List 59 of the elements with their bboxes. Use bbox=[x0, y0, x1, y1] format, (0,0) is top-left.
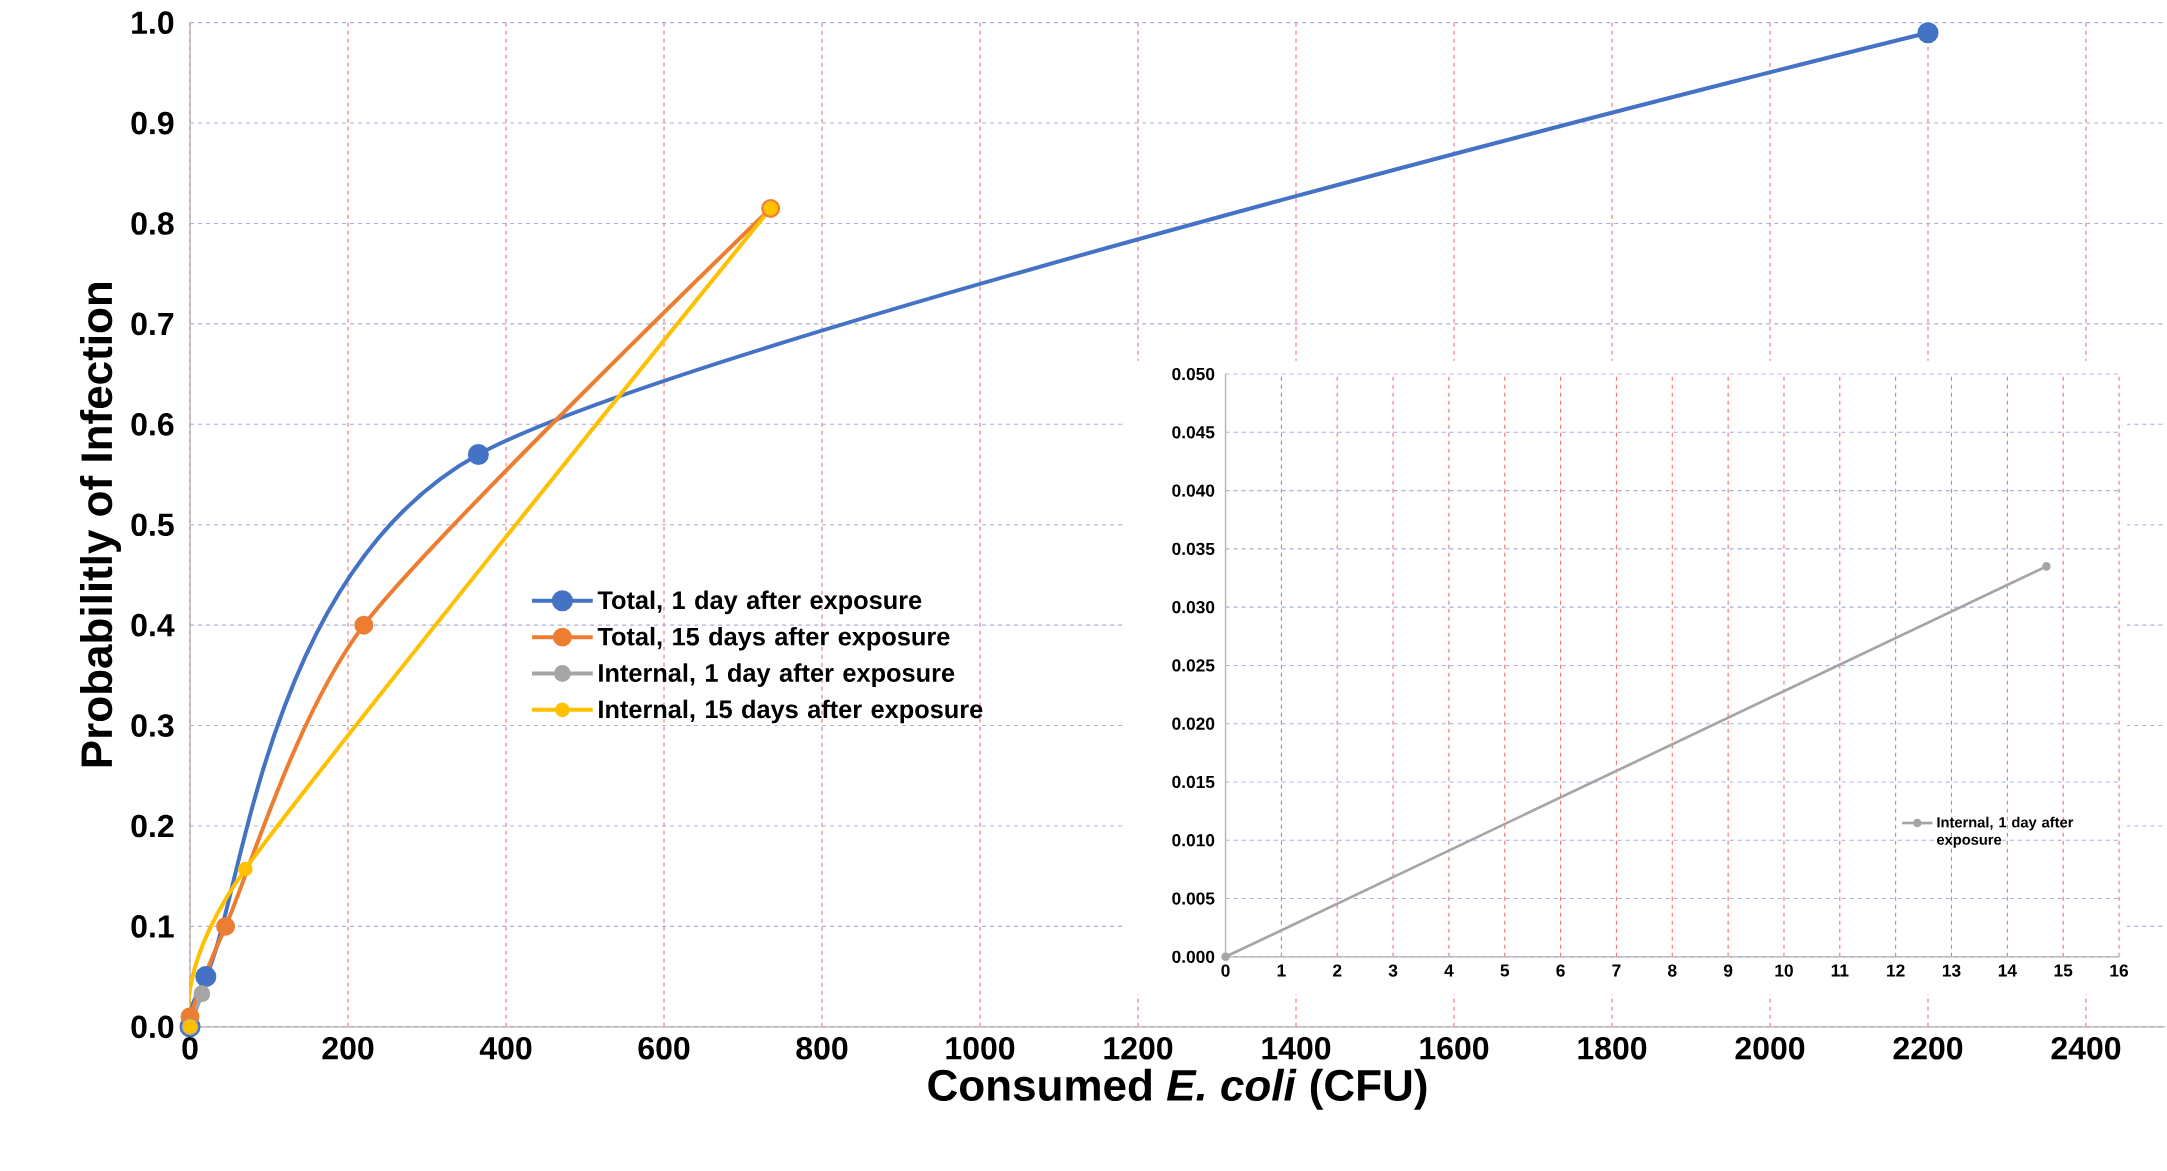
x-tick-label: 1400 bbox=[1262, 1036, 1331, 1060]
y-tick-label: 0.3 bbox=[131, 714, 174, 737]
legend-label: Total, 1 day after exposure bbox=[597, 590, 922, 615]
legend-label: Total, 15 days after exposure bbox=[597, 627, 950, 651]
x-tick-label: 7 bbox=[1612, 964, 1621, 977]
x-tick-label: 0 bbox=[1221, 964, 1230, 977]
y-tick-label: 0.6 bbox=[131, 413, 174, 436]
y-tick-label: 0.020 bbox=[1172, 717, 1215, 730]
x-tick-label: 2200 bbox=[1893, 1036, 1963, 1060]
x-tick-label: 2000 bbox=[1735, 1036, 1805, 1060]
x-tick-label: 1200 bbox=[1104, 1036, 1173, 1060]
y-tick-label: 0.1 bbox=[131, 915, 174, 938]
legend-label: Internal, 1 day after exposure bbox=[1937, 816, 2074, 848]
y-tick-label: 0.010 bbox=[1172, 834, 1215, 847]
x-tick-label: 200 bbox=[322, 1036, 374, 1060]
y-tick-label: 0.045 bbox=[1172, 426, 1215, 439]
x-tick-label: 8 bbox=[1668, 964, 1677, 977]
x-tick-label: 15 bbox=[2054, 964, 2073, 977]
x-tick-label: 9 bbox=[1723, 964, 1733, 977]
x-tick-label: 4 bbox=[1444, 964, 1454, 977]
y-tick-label: 0.035 bbox=[1172, 542, 1215, 556]
y-tick-label: 0.040 bbox=[1172, 484, 1215, 497]
x-tick-label: 1600 bbox=[1420, 1036, 1489, 1060]
y-tick-label: 0.000 bbox=[1172, 950, 1215, 964]
x-tick-label: 1 bbox=[1277, 964, 1286, 977]
y-tick-label: 0.0 bbox=[131, 1015, 174, 1039]
y-tick-label: 0.2 bbox=[131, 814, 174, 838]
x-tick-label: 13 bbox=[1942, 964, 1961, 977]
y-tick-label: 1.0 bbox=[132, 11, 174, 35]
x-tick-label: 0 bbox=[182, 1036, 198, 1060]
x-tick-label: 16 bbox=[2110, 964, 2129, 977]
y-tick-label: 0.050 bbox=[1172, 367, 1215, 381]
x-tick-label: 3 bbox=[1388, 964, 1398, 977]
y-tick-label: 0.8 bbox=[131, 212, 174, 235]
x-tick-label: 11 bbox=[1831, 964, 1849, 977]
legend-label: Internal, 15 days after exposure bbox=[599, 699, 983, 724]
x-tick-label: 800 bbox=[796, 1036, 848, 1060]
y-tick-label: 0.7 bbox=[131, 312, 174, 336]
x-tick-label: 14 bbox=[1998, 964, 2017, 977]
x-tick-label: 5 bbox=[1500, 964, 1510, 977]
y-axis-title: Probabilitly of Infection bbox=[79, 283, 122, 767]
x-tick-label: 12 bbox=[1887, 964, 1905, 977]
y-tick-label: 0.4 bbox=[131, 613, 175, 637]
x-tick-label: 600 bbox=[638, 1036, 690, 1060]
x-tick-label: 1800 bbox=[1578, 1036, 1647, 1060]
y-tick-label: 0.005 bbox=[1172, 892, 1215, 905]
y-tick-label: 0.015 bbox=[1172, 775, 1215, 789]
x-tick-label: 6 bbox=[1556, 964, 1565, 977]
y-tick-label: 0.5 bbox=[131, 513, 174, 537]
x-tick-label: 2 bbox=[1333, 964, 1342, 977]
y-tick-label: 0.025 bbox=[1172, 659, 1215, 672]
legend-label: Internal, 1 day after exposure bbox=[599, 663, 955, 687]
x-tick-label: 10 bbox=[1775, 964, 1793, 977]
y-tick-label: 0.9 bbox=[131, 111, 174, 135]
y-tick-label: 0.030 bbox=[1172, 601, 1215, 614]
x-axis-title: Consumed E. coli (CFU) bbox=[928, 1068, 1427, 1110]
x-tick-label: 2400 bbox=[2051, 1036, 2121, 1060]
x-tick-label: 400 bbox=[479, 1036, 532, 1060]
x-tick-label: 1000 bbox=[946, 1036, 1015, 1060]
